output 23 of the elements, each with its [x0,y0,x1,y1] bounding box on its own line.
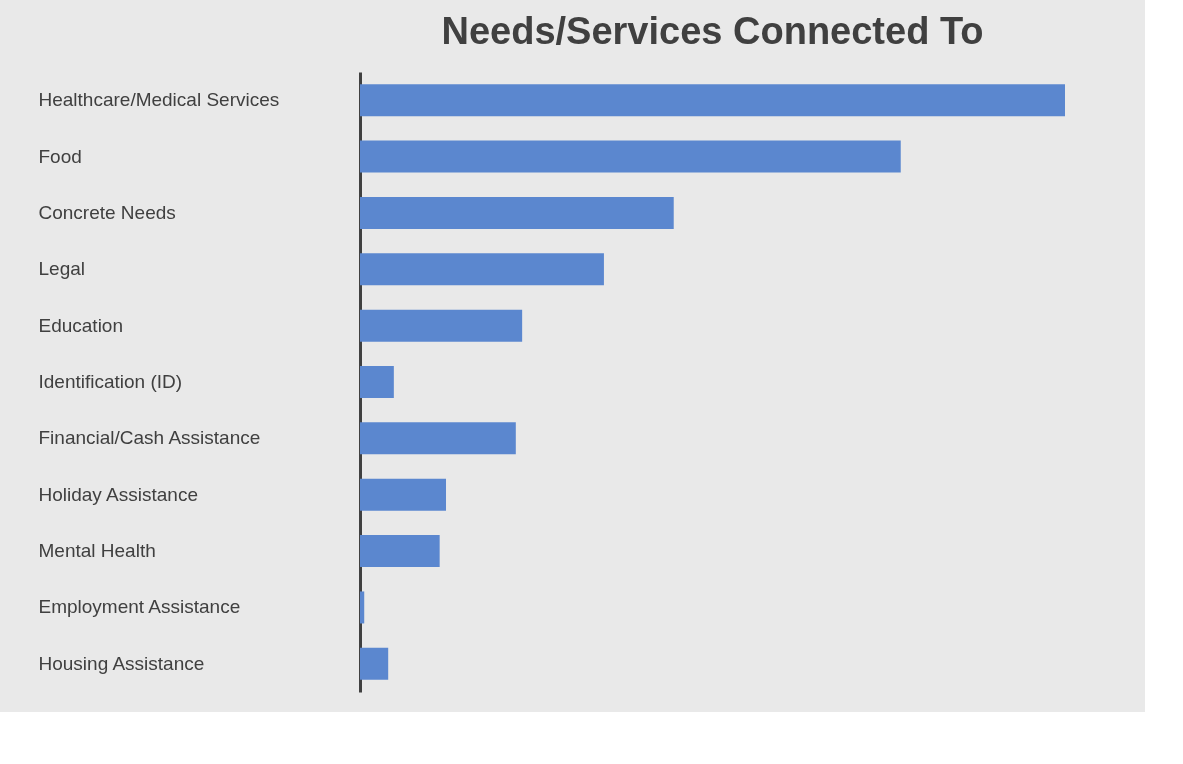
bar [360,422,516,455]
bar [360,591,365,624]
bar [360,84,1065,117]
bar [360,309,523,342]
y-tick-label: Food [38,145,82,167]
y-tick-label: Concrete Needs [38,201,176,223]
bar [360,196,674,229]
bar [360,366,394,398]
bar [360,140,901,173]
y-tick-label: Mental Health [38,540,156,562]
y-tick-label: Identification (ID) [38,371,183,392]
y-tick-label: Financial/Cash Assistance [38,427,261,449]
bar [360,478,447,511]
y-tick-label: Holiday Assistance [38,483,198,505]
bar [360,647,389,680]
y-tick-label: Healthcare/Medical Services [38,89,280,111]
chart-title: Needs/Services Connected To [441,10,984,52]
y-tick-label: Legal [38,258,85,280]
y-tick-label: Employment Assistance [38,596,241,618]
y-tick-label: Housing Assistance [38,652,205,674]
bar [360,253,604,286]
bar [360,535,440,568]
y-tick-label: Education [38,314,124,336]
